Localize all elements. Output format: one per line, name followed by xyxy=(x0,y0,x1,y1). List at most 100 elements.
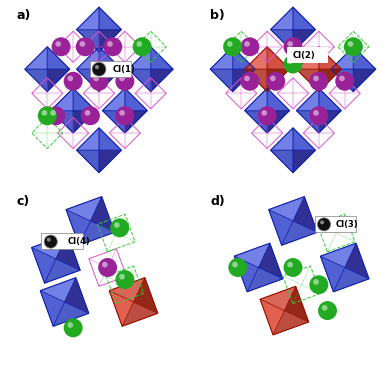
Circle shape xyxy=(42,110,47,116)
Polygon shape xyxy=(76,128,99,150)
Circle shape xyxy=(119,274,125,280)
Polygon shape xyxy=(232,69,255,92)
Polygon shape xyxy=(99,30,122,52)
Polygon shape xyxy=(76,7,99,30)
Polygon shape xyxy=(51,88,73,111)
Polygon shape xyxy=(293,7,316,30)
Polygon shape xyxy=(102,88,125,111)
Polygon shape xyxy=(260,299,284,335)
Polygon shape xyxy=(47,69,70,92)
Polygon shape xyxy=(66,197,102,221)
Circle shape xyxy=(76,37,95,56)
Polygon shape xyxy=(66,210,91,245)
Polygon shape xyxy=(56,235,80,270)
Polygon shape xyxy=(245,111,267,133)
Circle shape xyxy=(309,106,328,125)
Polygon shape xyxy=(247,268,283,292)
Circle shape xyxy=(81,106,100,125)
Circle shape xyxy=(313,279,319,285)
Circle shape xyxy=(136,41,142,47)
Polygon shape xyxy=(293,150,316,173)
Circle shape xyxy=(232,262,238,268)
Polygon shape xyxy=(270,150,293,173)
Polygon shape xyxy=(345,243,369,279)
Circle shape xyxy=(309,275,328,294)
Circle shape xyxy=(95,65,99,69)
Circle shape xyxy=(344,37,363,56)
Polygon shape xyxy=(40,291,65,326)
Polygon shape xyxy=(151,47,173,69)
Circle shape xyxy=(266,72,285,91)
Polygon shape xyxy=(353,69,376,92)
Text: c): c) xyxy=(16,195,29,208)
Circle shape xyxy=(228,258,247,277)
Polygon shape xyxy=(258,243,283,279)
Text: b): b) xyxy=(210,9,225,22)
Circle shape xyxy=(52,37,71,56)
Polygon shape xyxy=(267,111,290,133)
Polygon shape xyxy=(128,47,151,69)
Circle shape xyxy=(313,75,319,81)
Polygon shape xyxy=(99,69,122,92)
Circle shape xyxy=(119,75,125,81)
Circle shape xyxy=(64,318,83,337)
Circle shape xyxy=(92,62,106,76)
Polygon shape xyxy=(91,197,115,232)
Circle shape xyxy=(103,37,122,56)
Polygon shape xyxy=(260,286,296,311)
Circle shape xyxy=(240,72,260,91)
Polygon shape xyxy=(99,128,122,150)
Circle shape xyxy=(115,270,134,289)
Circle shape xyxy=(287,262,293,268)
Polygon shape xyxy=(25,69,47,92)
Polygon shape xyxy=(293,30,316,52)
Polygon shape xyxy=(331,47,353,69)
Text: Cl(1): Cl(1) xyxy=(113,65,136,74)
Circle shape xyxy=(283,258,303,277)
Polygon shape xyxy=(293,197,317,232)
Polygon shape xyxy=(245,69,267,92)
Polygon shape xyxy=(245,88,267,111)
Polygon shape xyxy=(319,111,341,133)
Circle shape xyxy=(119,110,125,116)
Text: Cl(3): Cl(3) xyxy=(336,220,359,229)
Polygon shape xyxy=(210,47,232,69)
Circle shape xyxy=(38,106,57,125)
Circle shape xyxy=(223,37,242,56)
FancyBboxPatch shape xyxy=(89,60,131,77)
Polygon shape xyxy=(210,69,232,92)
Polygon shape xyxy=(73,88,96,111)
Circle shape xyxy=(318,218,330,231)
Circle shape xyxy=(335,72,354,91)
Circle shape xyxy=(283,55,303,74)
Polygon shape xyxy=(232,47,255,69)
Polygon shape xyxy=(270,128,293,150)
Polygon shape xyxy=(319,47,341,69)
Polygon shape xyxy=(76,150,99,173)
Polygon shape xyxy=(73,111,96,133)
Circle shape xyxy=(309,72,328,91)
Polygon shape xyxy=(273,311,309,335)
Polygon shape xyxy=(25,47,47,69)
Polygon shape xyxy=(76,30,99,52)
Polygon shape xyxy=(102,111,125,133)
Circle shape xyxy=(244,75,250,81)
Circle shape xyxy=(114,222,120,228)
Circle shape xyxy=(46,106,65,125)
Circle shape xyxy=(98,258,117,277)
Circle shape xyxy=(322,305,327,311)
Circle shape xyxy=(115,106,134,125)
Polygon shape xyxy=(269,210,293,245)
Polygon shape xyxy=(151,69,173,92)
Polygon shape xyxy=(270,30,293,52)
Circle shape xyxy=(93,75,99,81)
Polygon shape xyxy=(109,291,134,326)
Polygon shape xyxy=(76,47,99,69)
Polygon shape xyxy=(320,256,345,292)
Polygon shape xyxy=(47,47,70,69)
Circle shape xyxy=(240,37,260,56)
Circle shape xyxy=(244,41,250,47)
Circle shape xyxy=(64,72,83,91)
Circle shape xyxy=(55,41,61,47)
Circle shape xyxy=(110,219,129,237)
